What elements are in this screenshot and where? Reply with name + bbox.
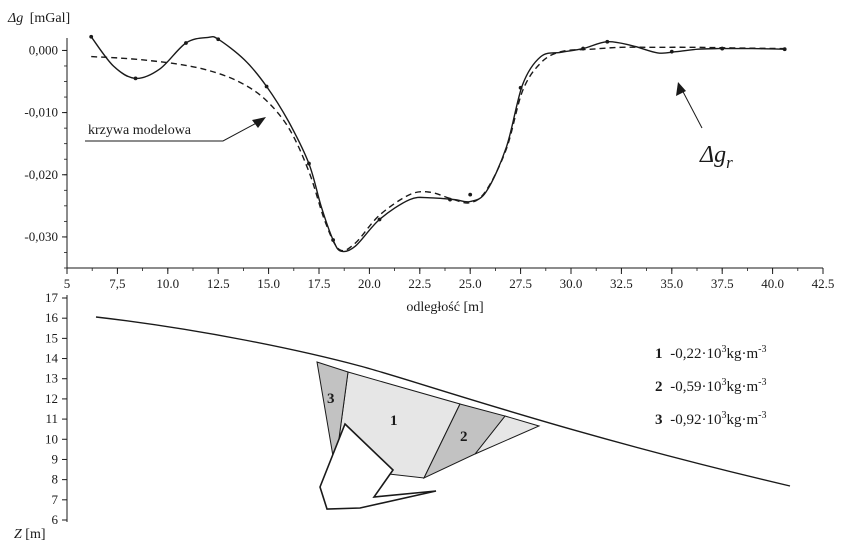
x-tick-label: 42.5 <box>812 276 835 291</box>
y-axis-label: Δg [mGal] <box>7 11 70 26</box>
x-tick-label: 12.5 <box>207 276 230 291</box>
residual-label: Δgr <box>699 142 733 172</box>
legend-row-2-key: 2 <box>655 379 663 395</box>
legend-row-2: 2 -0,59·103kg·m-3 <box>655 377 767 395</box>
region-1-label: 1 <box>390 413 398 429</box>
y-tick-label: -0,030 <box>24 229 58 244</box>
residual-data-point <box>264 84 269 89</box>
depth-axis-label: Z [m] <box>14 527 46 542</box>
x-tick-label: 37.5 <box>711 276 734 291</box>
x-tick-label: 20.0 <box>358 276 381 291</box>
residual-subscript: r <box>726 153 733 172</box>
legend-row-2-value: -0,59 <box>670 379 701 395</box>
y-axis-symbol: Δg <box>7 11 23 26</box>
y-axis-unit: [mGal] <box>30 11 70 26</box>
depth-tick-label: 8 <box>52 472 59 487</box>
legend-row-1-unit-exp: -3 <box>758 344 766 355</box>
legend-row-2-prefix: ·10 <box>702 379 722 395</box>
x-tick-label: 25.0 <box>459 276 482 291</box>
svg-text:1 -0,22·103kg·m-3: 1 -0,22·103kg·m-3 <box>655 344 767 362</box>
model-curve-arrowhead <box>252 117 266 128</box>
x-tick-label: 5 <box>64 276 71 291</box>
x-tick-label: 7,5 <box>109 276 125 291</box>
cavity-outline <box>319 422 437 510</box>
residual-data-point <box>184 41 188 45</box>
residual-data-point <box>518 85 523 90</box>
legend-row-2-unit-exp: -3 <box>758 377 766 388</box>
ground-surface-line <box>95 316 791 487</box>
x-tick-label: 35.0 <box>660 276 683 291</box>
residual-leader <box>679 85 703 129</box>
x-tick-label: 17.5 <box>308 276 331 291</box>
legend-row-3-value: -0,92 <box>670 412 701 428</box>
region-2-label: 2 <box>460 429 468 445</box>
x-tick-label: 10.0 <box>156 276 179 291</box>
density-legend: 1 -0,22·103kg·m-3 2 -0,59·103kg·m-3 3 -0… <box>655 344 767 428</box>
depth-tick-label: 13 <box>45 371 58 386</box>
legend-row-1-key: 1 <box>655 346 663 362</box>
residual-symbol: Δg <box>699 142 726 168</box>
legend-row-1-exp: 3 <box>722 344 727 355</box>
region-3-label: 3 <box>327 391 335 407</box>
x-tick-label: 40.0 <box>761 276 784 291</box>
residual-data-point <box>605 39 610 44</box>
legend-row-2-unit: kg·m <box>727 379 759 395</box>
depth-tick-label: 14 <box>45 351 59 366</box>
legend-row-3-unit: kg·m <box>727 412 759 428</box>
residual-arrowhead <box>676 82 686 96</box>
y-tick-label: -0,010 <box>24 105 58 120</box>
depth-tick-label: 12 <box>45 391 58 406</box>
x-tick-label: 15.0 <box>257 276 280 291</box>
depth-axis-symbol: Z <box>14 527 22 542</box>
x-axis-label: odległość [m] <box>406 300 483 315</box>
legend-row-3: 3 -0,92·103kg·m-3 <box>655 410 767 428</box>
residual-data-point <box>468 192 473 197</box>
depth-axis-unit: [m] <box>25 527 45 542</box>
model-curve-leader <box>85 119 263 142</box>
region-2-body <box>422 403 506 480</box>
legend-row-1-value: -0,22 <box>670 346 701 362</box>
y-tick-label: 0,000 <box>29 42 58 57</box>
residual-data-point <box>377 217 382 222</box>
model-curve-line <box>91 46 785 252</box>
svg-text:3 -0,92·103kg·m-3: 3 -0,92·103kg·m-3 <box>655 410 767 428</box>
x-tick-label: 32.5 <box>610 276 633 291</box>
legend-row-3-unit-exp: -3 <box>758 410 766 421</box>
residual-curve-line <box>90 35 785 253</box>
depth-tick-label: 16 <box>45 310 59 325</box>
residual-annotation: Δgr <box>676 82 733 172</box>
model-curve-annotation: krzywa modelowa <box>85 117 266 142</box>
legend-row-3-key: 3 <box>655 412 663 428</box>
legend-row-1-unit: kg·m <box>727 346 759 362</box>
residual-data-point <box>89 34 94 39</box>
y-tick-label: -0,020 <box>24 167 58 182</box>
legend-row-3-prefix: ·10 <box>702 412 722 428</box>
x-tick-label: 22.5 <box>408 276 431 291</box>
depth-tick-label: 11 <box>45 411 58 426</box>
model-curve-label: krzywa modelowa <box>88 123 192 138</box>
x-tick-label: 27.5 <box>509 276 532 291</box>
depth-tick-label: 7 <box>52 492 59 507</box>
depth-tick-label: 17 <box>45 290 59 305</box>
depth-tick-label: 15 <box>45 330 58 345</box>
residual-data-point <box>307 161 311 166</box>
gravity-anomaly-chart: Δg [mGal] 0,000 -0,010 -0,020 -0,030 5 7,5 10… <box>7 11 834 315</box>
residual-data-point <box>216 37 221 42</box>
x-tick-label: 30.0 <box>560 276 583 291</box>
svg-text:2 -0,59·103kg·m-3: 2 -0,59·103kg·m-3 <box>655 377 767 395</box>
depth-tick-label: 9 <box>52 451 59 466</box>
legend-row-1: 1 -0,22·103kg·m-3 <box>655 344 767 362</box>
depth-tick-label: 6 <box>52 512 59 527</box>
legend-row-1-prefix: ·10 <box>702 346 722 362</box>
region-3-body <box>316 361 349 469</box>
legend-row-3-exp: 3 <box>722 410 727 421</box>
legend-row-2-exp: 3 <box>722 377 727 388</box>
residual-data-point <box>133 76 138 81</box>
depth-tick-label: 10 <box>45 431 58 446</box>
residual-data-point <box>669 49 674 54</box>
